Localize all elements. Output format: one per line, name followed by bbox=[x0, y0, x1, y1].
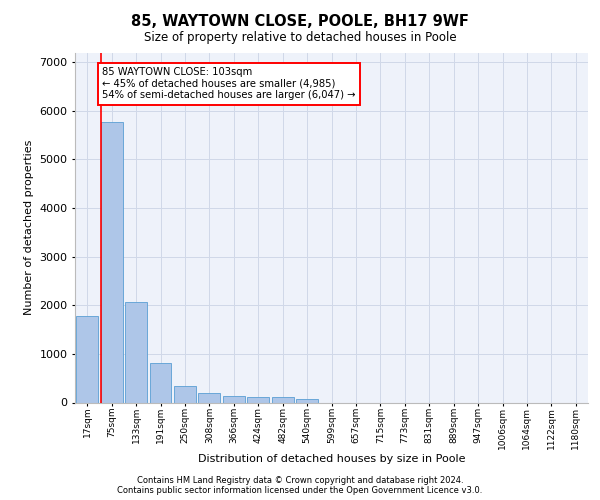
X-axis label: Distribution of detached houses by size in Poole: Distribution of detached houses by size … bbox=[198, 454, 465, 464]
Bar bbox=[272, 398, 293, 402]
Text: Contains HM Land Registry data © Crown copyright and database right 2024.: Contains HM Land Registry data © Crown c… bbox=[137, 476, 463, 485]
Bar bbox=[76, 316, 98, 402]
Bar bbox=[247, 397, 269, 402]
Bar bbox=[149, 362, 172, 403]
Text: 85 WAYTOWN CLOSE: 103sqm
← 45% of detached houses are smaller (4,985)
54% of sem: 85 WAYTOWN CLOSE: 103sqm ← 45% of detach… bbox=[103, 67, 356, 100]
Bar bbox=[125, 302, 147, 402]
Text: Contains public sector information licensed under the Open Government Licence v3: Contains public sector information licen… bbox=[118, 486, 482, 495]
Text: 85, WAYTOWN CLOSE, POOLE, BH17 9WF: 85, WAYTOWN CLOSE, POOLE, BH17 9WF bbox=[131, 14, 469, 29]
Bar bbox=[199, 393, 220, 402]
Bar bbox=[296, 399, 318, 402]
Bar bbox=[174, 386, 196, 402]
Bar bbox=[101, 122, 122, 402]
Text: Size of property relative to detached houses in Poole: Size of property relative to detached ho… bbox=[143, 31, 457, 44]
Bar bbox=[223, 396, 245, 402]
Y-axis label: Number of detached properties: Number of detached properties bbox=[23, 140, 34, 315]
